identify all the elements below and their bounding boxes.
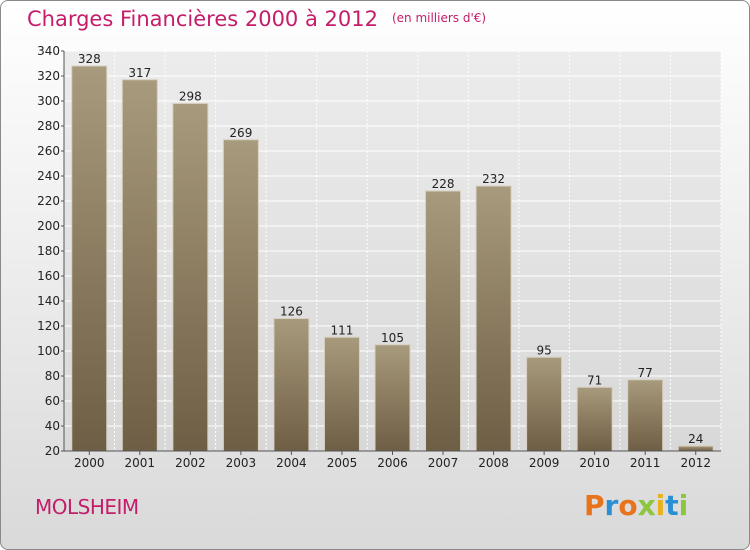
x-tick-label-2001: 2001 [125,456,156,470]
y-tick-label: 20 [45,444,60,458]
data-label-2005: 111 [331,323,354,337]
bar-2001 [121,79,158,452]
bar-2006 [374,344,411,452]
proxiti-logo: Proxiti [584,489,689,522]
x-tick-label-2008: 2008 [478,456,509,470]
bar-2009 [526,356,563,452]
y-tick-label: 100 [37,344,60,358]
x-tick-label-2004: 2004 [276,456,307,470]
bar-2004 [273,318,310,452]
data-label-2004: 126 [280,305,303,319]
data-label-2011: 77 [638,366,653,380]
bar-2010 [576,386,613,452]
x-tick-label-2002: 2002 [175,456,206,470]
y-tick-label: 80 [45,369,60,383]
x-tick-label-2003: 2003 [226,456,257,470]
data-label-2010: 71 [587,373,602,387]
data-label-2009: 95 [536,343,551,357]
data-label-2007: 228 [432,177,455,191]
data-label-2012: 24 [688,432,703,446]
y-tick-label: 220 [37,194,60,208]
x-tick-label-2005: 2005 [327,456,358,470]
x-tick-label-2010: 2010 [579,456,610,470]
data-label-2008: 232 [482,172,505,186]
y-tick-label: 180 [37,244,60,258]
data-label-2002: 298 [179,90,202,104]
y-tick-label: 140 [37,294,60,308]
x-tick-label-2012: 2012 [680,456,711,470]
x-tick-label-2007: 2007 [428,456,459,470]
data-label-2000: 328 [78,52,101,66]
y-tick-label: 60 [45,394,60,408]
chart-title: Charges Financières 2000 à 2012 (en milli… [27,7,486,31]
bar-2000 [71,65,108,452]
data-label-2001: 317 [128,66,151,80]
city-name: MOLSHEIM [35,495,139,519]
y-tick-label: 240 [37,169,60,183]
x-tick-label-2006: 2006 [377,456,408,470]
chart-title-text: Charges Financières 2000 à 2012 [27,7,378,31]
bar-2003 [222,139,259,452]
bar-2012 [677,445,714,452]
bar-2008 [475,185,512,452]
bar-2011 [627,379,664,452]
y-tick-label: 160 [37,269,60,283]
x-tick-label-2011: 2011 [630,456,661,470]
x-tick-label-2009: 2009 [529,456,560,470]
data-label-2006: 105 [381,331,404,345]
y-tick-label: 120 [37,319,60,333]
y-tick-label: 280 [37,119,60,133]
y-tick-label: 320 [37,69,60,83]
bar-2002 [172,103,209,452]
y-tick-label: 200 [37,219,60,233]
y-tick-label: 300 [37,94,60,108]
data-label-2003: 269 [229,126,252,140]
chart-subtitle: (en milliers d'€) [391,11,487,25]
y-tick-label: 40 [45,419,60,433]
y-tick-label: 260 [37,144,60,158]
y-tick-label: 340 [37,44,60,58]
x-tick-label-2000: 2000 [74,456,105,470]
bar-2007 [425,190,462,452]
bar-2005 [323,336,360,452]
